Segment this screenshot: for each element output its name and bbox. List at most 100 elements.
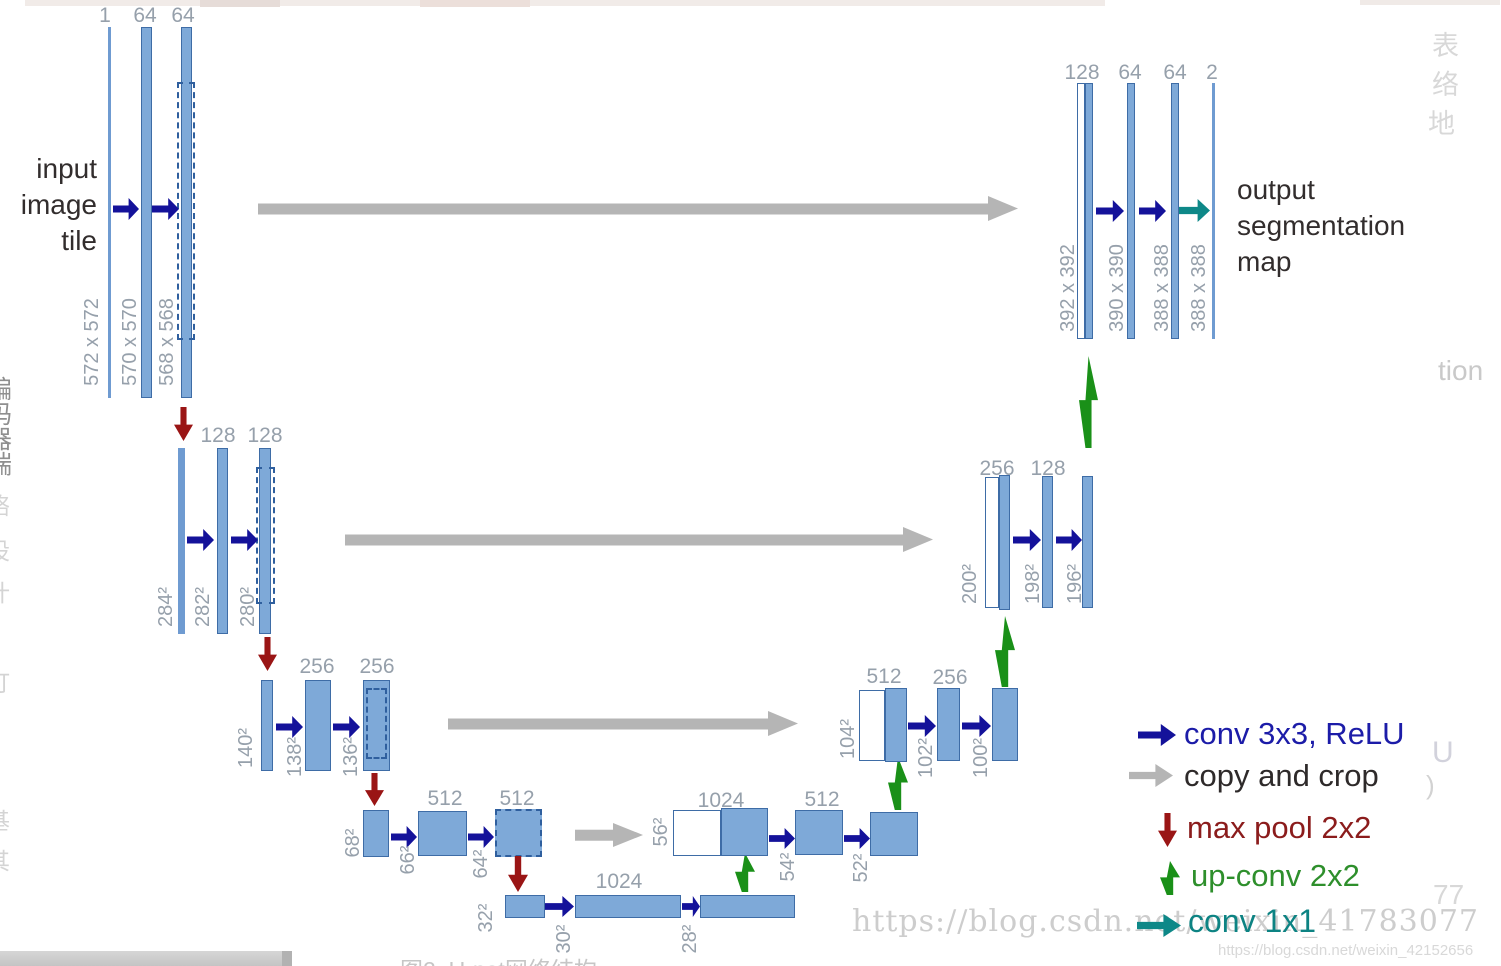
conv-arrow <box>1056 529 1082 551</box>
feature-map-bar <box>261 680 273 771</box>
upsampled-feature-bar <box>1077 83 1085 339</box>
conv-arrow <box>1013 529 1041 551</box>
dim-label: 100² <box>970 737 992 779</box>
left-edge-fragment: 其 <box>0 850 10 873</box>
feature-map-box <box>505 895 545 918</box>
left-edge-fragment: 编 <box>0 378 12 403</box>
conv-arrow <box>545 896 574 917</box>
watermark-ghost: ) <box>1426 770 1435 800</box>
maxpool-arrow <box>365 773 384 806</box>
conv-arrow <box>152 198 179 220</box>
channel-label: 128 <box>247 424 283 447</box>
feature-map-bar <box>181 27 192 398</box>
channel-label: 64 <box>1118 61 1142 84</box>
channel-label: 256 <box>299 655 335 678</box>
figure-caption: 图2. U-net网络结构 <box>400 951 597 966</box>
channel-label: 64 <box>171 4 195 27</box>
channel-label: 512 <box>499 787 535 810</box>
legend-maxpool-label: max pool 2x2 <box>1187 810 1372 845</box>
conv1x1-arrow <box>1179 199 1210 222</box>
dim-label: 54² <box>777 852 799 882</box>
channel-label: 512 <box>804 788 840 811</box>
dim-label: 572 x 572 <box>81 298 103 386</box>
output-label: output segmentation map <box>1237 172 1405 280</box>
channel-label: 1024 <box>697 789 745 812</box>
screenshot-artifact <box>25 0 1105 6</box>
copy-crop-arrow-head <box>613 823 643 847</box>
legend-copycrop-label: copy and crop <box>1184 758 1379 793</box>
feature-map-bar <box>217 448 228 634</box>
watermark-small: https://blog.csdn.net/weixin_42152656 <box>1218 942 1474 959</box>
copy-crop-arrow-head <box>988 196 1018 221</box>
channel-label: 256 <box>979 457 1015 480</box>
copy-crop-arrow <box>575 823 643 847</box>
channel-label: 64 <box>133 4 157 27</box>
dim-label: 30² <box>553 924 575 954</box>
maxpool-arrow <box>258 637 277 671</box>
copy-crop-arrow-shaft <box>258 203 992 214</box>
input-label: input image tile <box>5 151 97 259</box>
channel-label: 128 <box>200 424 236 447</box>
conv-arrow <box>962 715 991 737</box>
conv-arrow <box>1139 200 1166 222</box>
conv-arrow <box>1096 200 1124 222</box>
screenshot-artifact <box>1360 0 1500 5</box>
dim-label: 284² <box>155 586 177 628</box>
copy-crop-arrow <box>345 527 933 552</box>
upsampled-feature-bar <box>985 477 999 608</box>
copy-crop-arrow <box>258 196 1018 221</box>
conv-arrow <box>844 828 870 849</box>
conv-arrow <box>113 198 139 220</box>
dim-label: 198² <box>1022 563 1044 605</box>
maxpool-arrow <box>174 407 193 441</box>
legend-conv1x1-label: conv 1x1 <box>1188 903 1317 939</box>
conv-arrow <box>468 826 494 848</box>
feature-map-box <box>795 810 843 855</box>
feature-map-bar <box>1212 83 1215 339</box>
channel-label: 128 <box>1030 457 1066 480</box>
dim-label: 390 x 390 <box>1106 244 1128 332</box>
legend-upconv-label: up-conv 2x2 <box>1191 858 1360 893</box>
dim-label: 66² <box>397 845 419 875</box>
copy-crop-arrow-head <box>903 527 933 552</box>
dim-label: 68² <box>342 828 364 858</box>
side-watermark-text: tion <box>1438 355 1484 386</box>
channel-label: 1024 <box>595 870 643 893</box>
channel-label: 1 <box>99 4 111 27</box>
conv-arrow <box>231 529 258 551</box>
feature-map-box <box>418 811 467 856</box>
dim-label: 28² <box>679 924 701 954</box>
conv-arrow <box>333 716 360 738</box>
feature-map-box <box>700 895 795 918</box>
copy-crop-arrow-shaft <box>345 534 907 545</box>
left-edge-fragment: 码 <box>0 403 12 428</box>
channel-label: 64 <box>1163 61 1187 84</box>
gray-bar-notch <box>282 951 292 966</box>
crop-region-outline <box>366 688 387 759</box>
crop-region-outline <box>256 467 275 604</box>
channel-label: 256 <box>932 666 968 689</box>
left-edge-fragment: 络 <box>0 495 10 518</box>
side-watermark-char: 络 <box>1432 70 1459 100</box>
dim-label: 104² <box>837 718 859 760</box>
conv-arrow <box>276 716 303 738</box>
dim-label: 388 x 388 <box>1151 244 1173 332</box>
copy-crop-arrow-shaft <box>575 829 617 841</box>
dim-label: 570 x 570 <box>119 298 141 386</box>
input-label-line: tile <box>61 225 97 256</box>
feature-map-bar <box>1042 476 1053 608</box>
dim-label: 136² <box>340 736 362 778</box>
watermark-ghost: U <box>1432 736 1454 769</box>
dim-label: 64² <box>470 849 492 879</box>
dim-label: 568 x 568 <box>156 298 178 386</box>
channel-label: 512 <box>866 665 902 688</box>
feature-map-bar <box>305 680 331 771</box>
bottom-left-gray-bar <box>0 951 292 966</box>
feature-map-bar <box>1085 83 1093 339</box>
feature-map-box <box>363 810 389 857</box>
output-label-line: segmentation <box>1237 210 1406 241</box>
output-label-line: output <box>1237 174 1315 205</box>
left-edge-fragment: 器 <box>0 428 12 453</box>
input-label-line: image <box>20 189 97 220</box>
